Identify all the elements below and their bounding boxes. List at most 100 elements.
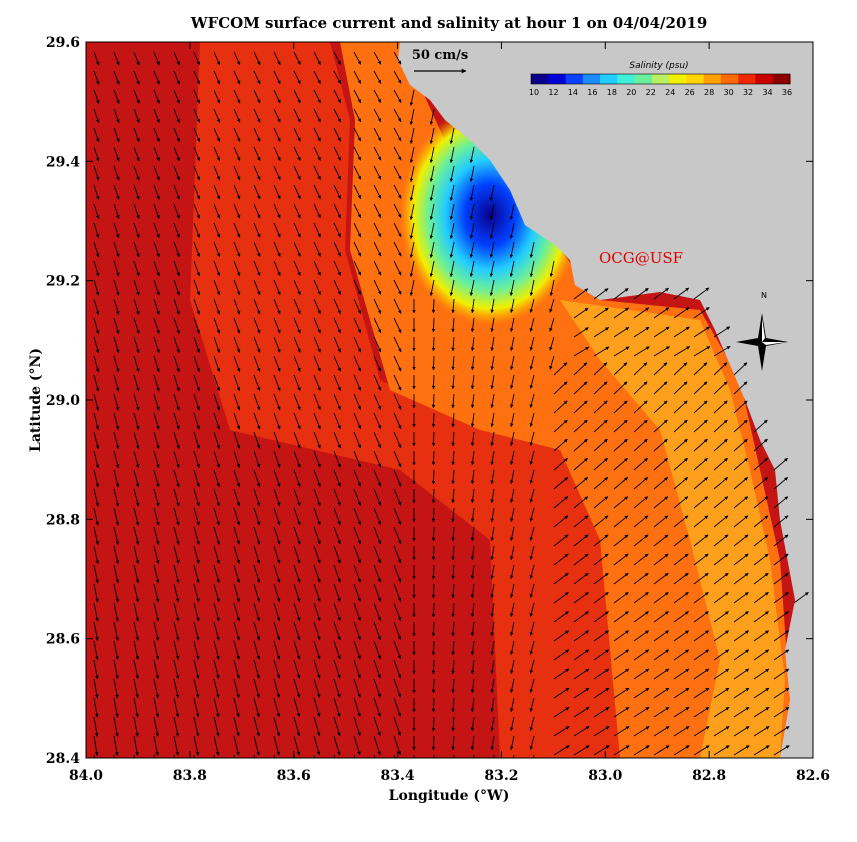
current-vector [409, 203, 415, 221]
current-vector [449, 146, 455, 164]
current-vector [153, 279, 160, 296]
current-vector [293, 51, 301, 65]
current-vector [713, 649, 730, 661]
current-vector [573, 288, 589, 300]
current-vector [593, 400, 608, 414]
current-vector [529, 241, 535, 259]
current-vector [431, 374, 436, 390]
current-vector [393, 507, 402, 525]
current-vector [510, 488, 515, 504]
current-vector [451, 526, 455, 542]
current-vector [490, 716, 495, 732]
current-vector [773, 591, 789, 604]
current-vector [510, 697, 515, 713]
current-vector [509, 279, 515, 297]
current-vector [613, 419, 628, 433]
current-vector [173, 89, 180, 104]
current-vector [313, 298, 321, 315]
current-vector [489, 184, 495, 202]
current-vector [431, 412, 436, 428]
current-vector [193, 697, 200, 718]
current-vector [233, 298, 241, 315]
current-vector [393, 659, 402, 679]
current-vector [313, 317, 321, 334]
current-vector [313, 336, 321, 353]
current-vector [733, 362, 748, 376]
credit-label: OCG@USF [599, 249, 683, 267]
current-vector [333, 564, 341, 583]
current-vector [431, 583, 436, 599]
current-vector [333, 146, 341, 161]
current-vector [613, 381, 628, 395]
current-vector [233, 317, 241, 334]
current-vector [133, 203, 140, 219]
current-vector [673, 381, 688, 395]
current-vector [470, 469, 475, 485]
current-vector [113, 507, 120, 526]
current-vector [431, 564, 436, 580]
current-vector [273, 165, 281, 181]
current-vector [673, 668, 690, 680]
current-vector [393, 222, 402, 238]
current-vector [653, 591, 669, 604]
current-vector [451, 374, 455, 390]
current-vector [253, 469, 261, 488]
current-vector [233, 279, 241, 296]
current-vector [113, 108, 120, 124]
current-vector [451, 564, 455, 580]
current-vector [213, 393, 221, 411]
current-vector [153, 716, 160, 737]
current-vector [593, 307, 609, 319]
current-vector [613, 534, 629, 547]
current-vector [193, 564, 200, 584]
current-vector [333, 279, 341, 295]
current-vector [593, 534, 609, 547]
current-vector [253, 659, 260, 679]
current-vector [93, 51, 100, 66]
current-vector [470, 545, 475, 561]
current-vector [653, 649, 670, 661]
current-vector [373, 89, 382, 103]
current-vector [373, 450, 382, 468]
current-vector [333, 127, 341, 142]
map-title: WFCOM surface current and salinity at ho… [190, 14, 708, 32]
current-vector [313, 716, 321, 737]
current-vector [233, 450, 241, 468]
current-vector [173, 298, 180, 315]
current-vector [173, 450, 180, 469]
current-vector [93, 450, 100, 469]
current-vector [333, 678, 341, 698]
current-vector [470, 697, 475, 713]
current-vector [753, 572, 769, 585]
current-vector [633, 534, 649, 547]
current-vector [313, 431, 321, 449]
current-vector [693, 419, 708, 433]
colorbar-swatch [634, 74, 653, 84]
current-vector [333, 355, 341, 372]
current-vector [373, 298, 382, 314]
current-vector [733, 438, 748, 452]
current-vector [573, 307, 589, 319]
current-vector [613, 649, 630, 661]
current-vector [253, 621, 261, 641]
current-vector [193, 621, 200, 641]
current-vector [153, 431, 160, 449]
current-vector [353, 317, 362, 334]
current-vector [470, 298, 475, 314]
y-axis-label: Latitude (°N) [28, 348, 44, 452]
current-vector [213, 89, 221, 104]
current-vector [253, 678, 260, 699]
current-vector [490, 735, 495, 751]
current-vector [673, 515, 689, 528]
current-vector [273, 545, 281, 564]
current-vector [653, 534, 669, 547]
current-vector [713, 438, 728, 452]
current-vector [490, 469, 495, 485]
current-vector [253, 393, 261, 411]
current-vector [153, 298, 160, 315]
current-vector [510, 640, 515, 656]
current-vector [293, 89, 301, 104]
current-vector [673, 553, 689, 566]
current-vector [133, 89, 140, 104]
current-vector [173, 51, 180, 66]
